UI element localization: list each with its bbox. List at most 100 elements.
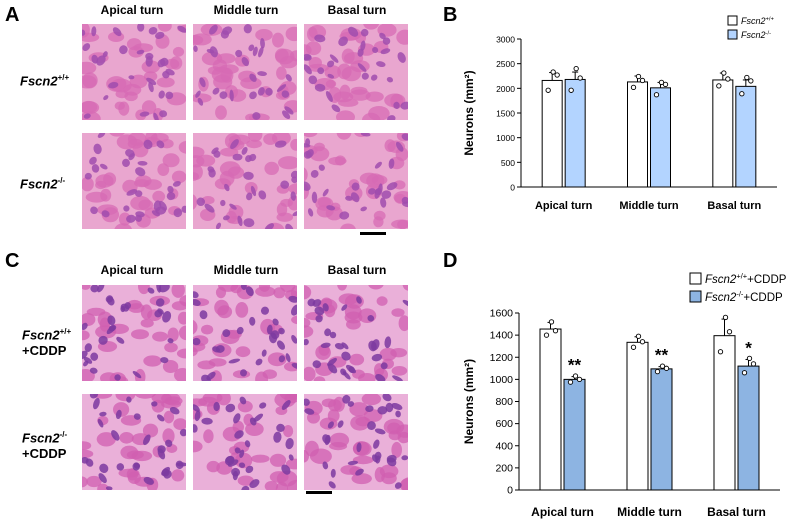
bar xyxy=(626,341,649,491)
data-point xyxy=(635,73,642,80)
category-label: Middle turn xyxy=(617,505,682,519)
panel-letter-d: D xyxy=(443,250,458,272)
data-point xyxy=(722,314,729,321)
data-point xyxy=(543,332,550,338)
chart-d: 0 200 400 600 800 1000 1200 1400 1600 Neurons (mm… xyxy=(462,271,787,519)
bar xyxy=(737,365,760,491)
significance-marker: * xyxy=(745,338,752,357)
data-point xyxy=(658,79,665,86)
data-point xyxy=(653,92,660,98)
data-point xyxy=(663,365,670,371)
data-point xyxy=(746,355,753,362)
data-point xyxy=(716,83,722,89)
genotype-name: Fscn2 xyxy=(20,176,58,192)
bar xyxy=(541,79,563,188)
category-label: Basal turn xyxy=(707,505,766,519)
data-point xyxy=(659,363,666,369)
legend-swatch xyxy=(727,15,738,26)
y-tick-label: 1000 xyxy=(496,133,515,143)
data-point xyxy=(576,376,583,383)
data-point xyxy=(635,333,642,339)
legend-sup: -/- xyxy=(736,289,744,298)
micrograph-c-wt-basal xyxy=(304,285,408,381)
genotype-name: Fscn2 xyxy=(22,430,60,446)
scale-bar xyxy=(306,491,332,494)
micrograph-a-ko-apical xyxy=(82,133,186,229)
data-point xyxy=(744,74,750,81)
y-tick-label: 1500 xyxy=(496,109,515,119)
panel-c-row-wildtype-label: Fscn2+/+ +CDDP xyxy=(22,324,71,359)
legend-sup: +/+ xyxy=(736,271,747,280)
y-tick-label: 2500 xyxy=(496,59,515,69)
data-point xyxy=(748,78,754,84)
panel-c-col-basal: Basal turn xyxy=(327,263,387,277)
data-point xyxy=(639,77,646,84)
data-point xyxy=(568,87,574,93)
y-tick-label: 1000 xyxy=(490,374,514,386)
panel-letter-c: C xyxy=(5,250,20,272)
micrograph-a-wt-apical xyxy=(82,24,186,120)
y-tick-label: 1400 xyxy=(490,330,514,342)
bar xyxy=(650,87,671,188)
legend-genotype: Fscn2 xyxy=(705,292,737,304)
y-tick-label: 400 xyxy=(495,440,513,452)
y-tick-label: 200 xyxy=(495,462,513,474)
data-point xyxy=(630,344,637,350)
micrograph-c-ko-middle xyxy=(193,394,297,490)
data-point xyxy=(726,329,733,335)
y-tick-label: 1200 xyxy=(490,352,514,364)
data-point xyxy=(554,72,560,78)
bar xyxy=(564,78,586,188)
micrograph-c-ko-apical xyxy=(82,394,186,490)
legend-entry: Fscn2-/-+CDDP xyxy=(705,289,783,304)
data-point xyxy=(717,349,724,355)
panel-a-col-middle: Middle turn xyxy=(213,3,279,17)
panel-c-col-apical: Apical turn xyxy=(100,263,164,277)
category-label: Apical turn xyxy=(531,505,594,519)
y-axis-label: Neurons (mm²) xyxy=(462,359,476,444)
data-point xyxy=(662,81,669,88)
data-point xyxy=(639,339,646,345)
chart-b: 0 500 1000 1500 2000 2500 3000 Neurons (mm²) Api… xyxy=(462,15,777,212)
y-tick-label: 0 xyxy=(507,485,513,497)
genotype-sup: -/- xyxy=(57,176,66,185)
bar xyxy=(735,85,757,188)
micrograph-c-ko-basal xyxy=(304,394,408,490)
legend-entry: Fscn2+/+ xyxy=(741,16,775,26)
legend-swatch xyxy=(689,272,702,285)
panel-a-col-basal: Basal turn xyxy=(327,3,387,17)
category-label: Apical turn xyxy=(535,200,593,212)
micrograph-a-wt-basal xyxy=(304,24,408,120)
micrograph-c-wt-apical xyxy=(82,285,186,381)
panel-c-row-knockout-label: Fscn2-/- +CDDP xyxy=(22,427,67,462)
y-axis-label: Neurons (mm²) xyxy=(462,70,476,155)
data-point xyxy=(552,328,559,334)
panel-a-row-knockout-label: Fscn2-/- xyxy=(20,173,65,192)
genotype-sup: +/+ xyxy=(59,327,72,336)
data-point xyxy=(654,368,661,375)
legend-entry: Fscn2+/++CDDP xyxy=(705,271,787,286)
data-point xyxy=(573,65,579,72)
micrograph-a-ko-middle xyxy=(193,133,297,229)
bar xyxy=(563,378,586,491)
legend-swatch xyxy=(727,29,738,40)
panel-letter-b: B xyxy=(443,4,458,26)
micrograph-c-wt-middle xyxy=(193,285,297,381)
scale-bar xyxy=(360,232,386,235)
legend-genotype: Fscn2 xyxy=(741,30,766,40)
data-point xyxy=(577,75,583,81)
y-tick-label: 0 xyxy=(510,183,515,193)
y-tick-label: 500 xyxy=(501,158,515,168)
genotype-name: Fscn2 xyxy=(20,73,58,89)
y-tick-label: 3000 xyxy=(496,35,515,45)
micrograph-a-wt-middle xyxy=(193,24,297,120)
panel-a-row-wildtype-label: Fscn2+/+ xyxy=(20,70,69,89)
legend-suffix: +CDDP xyxy=(747,274,787,286)
bar xyxy=(539,328,562,491)
treatment-label: +CDDP xyxy=(22,446,67,462)
y-tick-label: 800 xyxy=(495,396,513,408)
legend-entry: Fscn2-/- xyxy=(741,30,771,40)
data-point xyxy=(572,373,579,379)
data-point xyxy=(739,91,745,97)
significance-marker: ** xyxy=(655,346,669,365)
